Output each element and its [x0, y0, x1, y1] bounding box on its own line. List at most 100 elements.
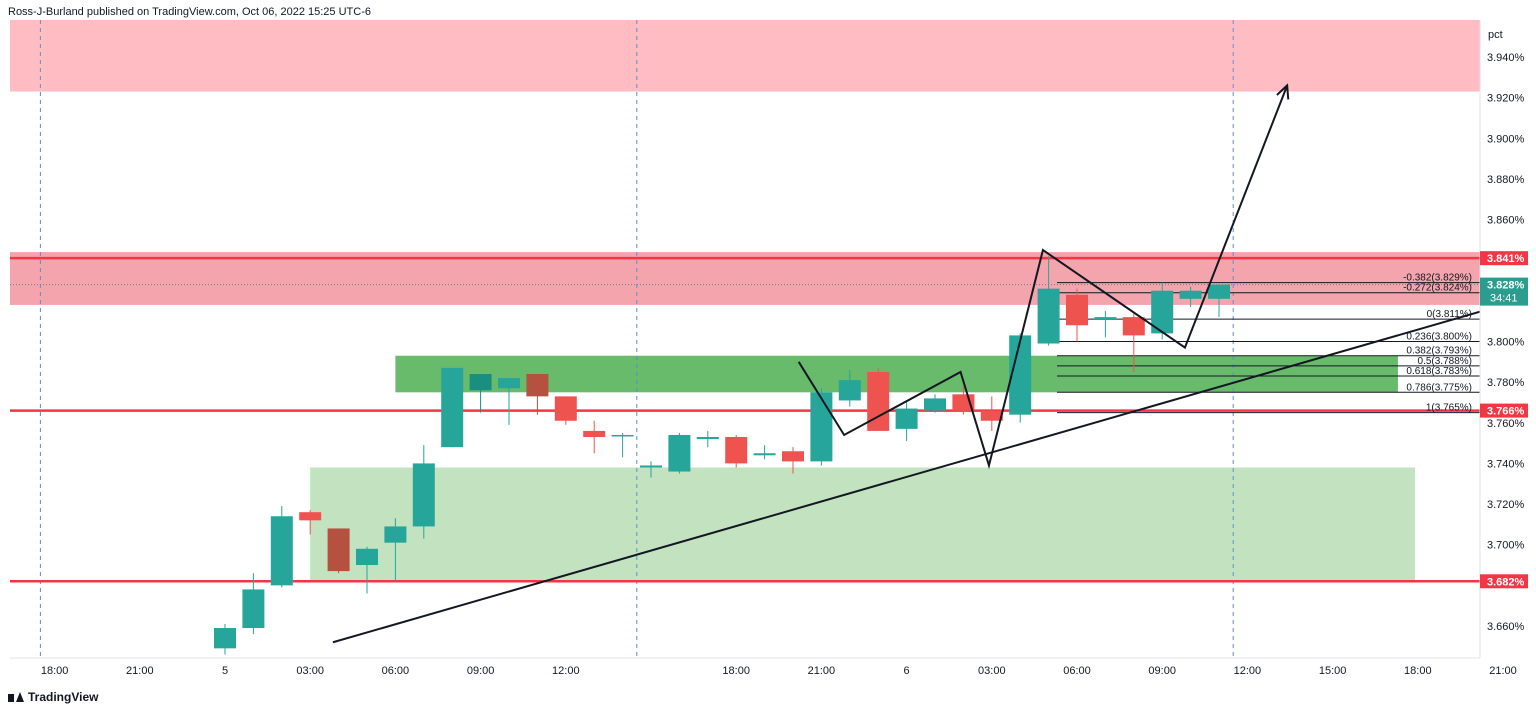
price-tick-label: 3.780% — [1487, 377, 1525, 389]
price-tick-label: 3.700% — [1487, 540, 1525, 552]
price-level-tag-label: 3.766% — [1487, 406, 1525, 418]
time-tick-label: 18:00 — [41, 665, 69, 677]
price-tick-label: 3.760% — [1487, 418, 1525, 430]
candle-body — [1208, 284, 1230, 299]
candle-body — [270, 516, 293, 586]
last-price-label: 3.828% — [1487, 280, 1525, 292]
last-price-tag — [1480, 277, 1528, 306]
time-tick-label: 03:00 — [978, 665, 1006, 677]
candle-body — [782, 451, 804, 462]
candle-body — [554, 396, 577, 421]
time-tick-label: 06:00 — [382, 665, 410, 677]
fib-level-label: 0.382(3.793%) — [1406, 346, 1472, 357]
price-level-tag — [1480, 574, 1528, 589]
price-tick-label: 3.740% — [1487, 458, 1525, 470]
candle-body — [753, 453, 776, 456]
brand-footer[interactable]: TradingView — [8, 690, 98, 704]
candle-body — [1179, 290, 1202, 299]
candle-body — [498, 378, 520, 389]
candle-body — [725, 437, 748, 464]
time-tick-label: 15:00 — [1319, 665, 1347, 677]
arrow-head-icon — [1276, 83, 1290, 100]
candle-body — [327, 528, 350, 572]
zones-layer — [10, 20, 1480, 582]
candle-body — [838, 380, 861, 401]
time-tick-label: 03:00 — [296, 665, 324, 677]
time-tick-label: 12:00 — [1234, 665, 1262, 677]
price-tick-label: 3.940% — [1487, 52, 1525, 64]
price-level-tag-label: 3.682% — [1487, 576, 1525, 588]
candle-body — [810, 392, 833, 462]
time-axis: 18:00 21:00 5 03:00 06:00 09:00 12:00 18:00 21:0… — [10, 657, 1517, 677]
drawings-layer — [332, 83, 1536, 644]
time-tick-label: 09:00 — [467, 665, 495, 677]
candle-body — [356, 548, 378, 566]
zigzag-projection — [797, 85, 1289, 470]
candles-layer — [214, 256, 1230, 655]
candle-body — [696, 437, 719, 440]
candle-body — [526, 374, 549, 397]
candle-body — [611, 434, 634, 437]
price-axis-bg — [1480, 0, 1536, 712]
price-axis: pct 3.940% 3.920% 3.900% 3.880% 3.860% 3.800% 3… — [1479, 0, 1536, 712]
price-tick-label: 3.860% — [1487, 215, 1525, 227]
candle-body — [924, 398, 946, 411]
time-tick-label: 09:00 — [1148, 665, 1176, 677]
price-tick-label: 3.720% — [1487, 499, 1525, 511]
candle-body — [384, 526, 407, 543]
candle-body — [1122, 317, 1145, 336]
brand-name: TradingView — [28, 690, 99, 704]
fib-level-label: 0.5(3.788%) — [1418, 356, 1472, 367]
candle-body — [640, 465, 662, 468]
candle-body — [1151, 290, 1174, 334]
fib-level-label: 0.786(3.775%) — [1406, 382, 1472, 393]
supply-zone-top — [10, 20, 1480, 92]
candle-body — [867, 371, 890, 431]
fib-level-label: 1(3.765%) — [1426, 403, 1472, 414]
tradingview-logo-icon — [8, 692, 24, 702]
price-tick-label: 3.920% — [1487, 93, 1525, 105]
time-tick-label: 18:00 — [1404, 665, 1432, 677]
time-tick-label: 21:00 — [1489, 665, 1517, 677]
price-level-tag — [1480, 403, 1528, 418]
fib-level-label: -0.272(3.824%) — [1403, 283, 1472, 294]
candle-body — [668, 434, 691, 472]
candle-body — [412, 463, 435, 527]
candle-body — [242, 589, 265, 629]
fib-level-label: 0.618(3.783%) — [1406, 366, 1472, 377]
candle-body — [214, 628, 236, 649]
candle-body — [441, 367, 464, 448]
session-separators-layer — [39, 20, 1234, 658]
price-level-tag-label: 3.841% — [1487, 253, 1525, 265]
time-tick-label: 21:00 — [808, 665, 836, 677]
time-tick-label: 18:00 — [722, 665, 750, 677]
price-level-tag — [1480, 251, 1528, 266]
demand-zone-lower — [310, 467, 1415, 582]
price-tick-label: 3.900% — [1487, 133, 1525, 145]
candle-body — [1009, 335, 1032, 415]
bar-countdown-label: 34:41 — [1490, 293, 1518, 305]
time-tick-label: 6 — [904, 665, 910, 677]
time-tick-label: 5 — [222, 665, 228, 677]
fibonacci-layer: -0.382(3.829%)-0.272(3.824%) 0(3.811%) 0.2… — [1057, 273, 1480, 414]
time-tick-label: 06:00 — [1063, 665, 1091, 677]
price-tick-label: 3.660% — [1487, 621, 1525, 633]
candle-body — [299, 512, 322, 521]
candle-body — [1094, 317, 1117, 320]
candle-body — [1037, 288, 1060, 344]
fib-level-label: 0(3.811%) — [1427, 309, 1472, 320]
candle-body — [469, 374, 492, 391]
trendline — [332, 294, 1536, 644]
candle-body — [895, 408, 918, 429]
demand-zone-upper — [395, 355, 1398, 393]
fib-level-label: -0.382(3.829%) — [1403, 273, 1472, 284]
price-tick-label: 3.800% — [1487, 337, 1525, 349]
candle-body — [583, 430, 606, 438]
price-tick-label: 3.880% — [1487, 174, 1525, 186]
price-unit-label: pct — [1488, 29, 1503, 41]
time-tick-label: 12:00 — [552, 665, 580, 677]
candle-body — [1066, 294, 1088, 326]
resistance-zone — [10, 252, 1480, 305]
fib-level-label: 0.236(3.800%) — [1406, 332, 1472, 343]
